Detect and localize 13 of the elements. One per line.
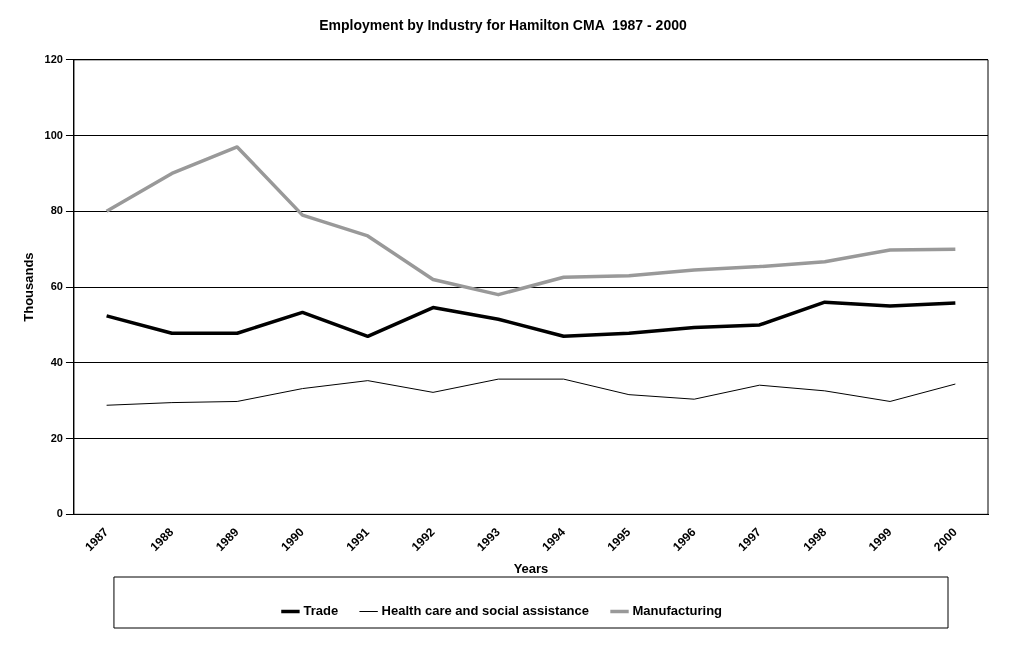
legend-label: Trade	[303, 603, 339, 619]
x-axis-title: Years	[513, 560, 549, 576]
y-tick-label: 120	[44, 52, 63, 65]
y-tick-label: 100	[44, 128, 63, 141]
legend-label: Manufacturing	[632, 603, 723, 619]
y-axis-title: Thousands	[21, 252, 37, 322]
chart-title: Employment by Industry for Hamilton CMA 1987 - 2000	[319, 17, 687, 34]
y-tick-label: 40	[50, 355, 63, 368]
y-tick-label: 20	[50, 431, 63, 444]
legend-label: Health care and social assistance	[381, 603, 590, 619]
y-tick-label: 60	[50, 280, 63, 293]
y-tick-label: 80	[50, 204, 63, 217]
y-tick-label: 0	[56, 507, 63, 520]
